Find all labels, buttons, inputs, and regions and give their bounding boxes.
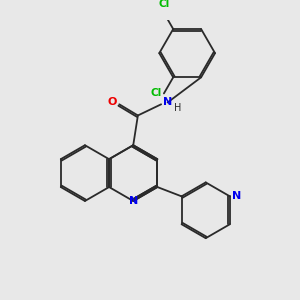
Text: N: N <box>129 196 138 206</box>
Text: H: H <box>174 103 182 113</box>
Text: Cl: Cl <box>151 88 162 98</box>
Text: O: O <box>107 98 116 107</box>
Text: N: N <box>232 191 241 201</box>
Text: N: N <box>163 98 172 107</box>
Text: Cl: Cl <box>158 0 169 9</box>
